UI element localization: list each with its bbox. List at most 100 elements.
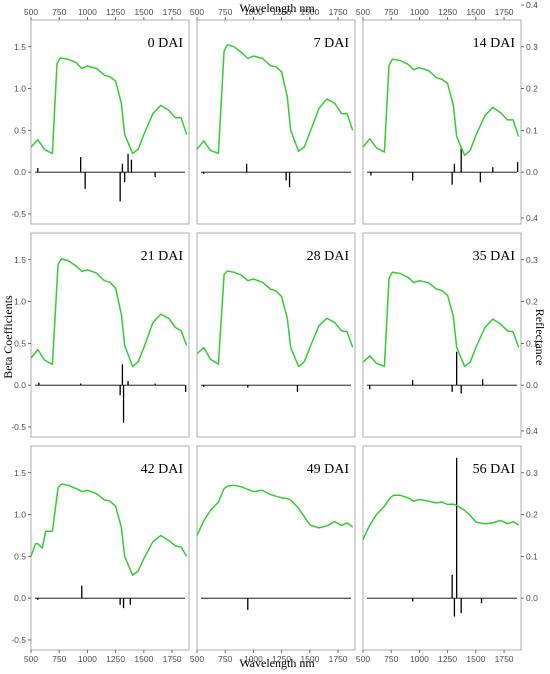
left-tick-label: -0.5 bbox=[11, 209, 26, 219]
right-tick-label: 0.1 bbox=[526, 551, 538, 561]
panel: 14 DAI 0.0 0.1 0.2 0.3 0.4 500 750 1000 1250 1500 1… bbox=[356, 0, 538, 225]
top-tick-label: 500 bbox=[356, 7, 370, 17]
reflectance-line bbox=[196, 43, 354, 155]
bottom-tick-label: 750 bbox=[218, 654, 232, 664]
right-tick-label: 0.0 bbox=[526, 167, 538, 177]
left-tick-label: 1.0 bbox=[14, 84, 26, 94]
right-tick-label: 0.0 bbox=[526, 593, 538, 603]
top-tick-label: 1250 bbox=[438, 7, 457, 17]
bottom-tick-label: 1750 bbox=[495, 654, 514, 664]
panel: 49 DAI 500 750 1000 1250 1500 1750 bbox=[190, 445, 356, 664]
left-tick-label: -0.5 bbox=[11, 422, 26, 432]
panel-frame bbox=[196, 232, 356, 438]
top-tick-label: 1250 bbox=[106, 7, 125, 17]
left-tick-label: 0.0 bbox=[14, 167, 26, 177]
left-tick-label: 0.0 bbox=[14, 593, 26, 603]
panel-frame bbox=[362, 232, 522, 438]
right-tick-label: 0.2 bbox=[526, 297, 538, 307]
bottom-tick-label: 500 bbox=[190, 654, 204, 664]
left-tick-label: -0.5 bbox=[11, 635, 26, 645]
left-tick-label: 0.0 bbox=[14, 380, 26, 390]
reflectance-line bbox=[30, 258, 188, 368]
left-tick-label: 1.0 bbox=[14, 297, 26, 307]
bottom-tick-label: 1750 bbox=[163, 654, 182, 664]
panel: 21 DAI -0.5 0.0 0.5 1.0 1.5 bbox=[11, 232, 190, 438]
top-tick-label: 1750 bbox=[495, 7, 514, 17]
reflectance-line bbox=[196, 484, 354, 536]
right-tick-label: 0.4 bbox=[526, 426, 538, 436]
top-tick-label: 750 bbox=[218, 7, 232, 17]
top-tick-label: 750 bbox=[52, 7, 66, 17]
right-tick-label: 0.0 bbox=[526, 380, 538, 390]
left-tick-label: 1.5 bbox=[14, 255, 26, 265]
panel-label: 14 DAI bbox=[473, 36, 516, 51]
top-tick-label: 1500 bbox=[300, 7, 319, 17]
panel-frame bbox=[30, 445, 190, 651]
bottom-tick-label: 1250 bbox=[106, 654, 125, 664]
top-x-axis-label: Wavelength nm bbox=[239, 1, 315, 15]
panel: 42 DAI -0.5 0.0 0.5 1.0 1.5 500 750 1000 1250 1500… bbox=[11, 445, 190, 664]
left-tick-label: 0.5 bbox=[14, 125, 26, 135]
panel-label: 0 DAI bbox=[148, 36, 184, 51]
reflectance-line bbox=[196, 270, 354, 368]
right-tick-label: 0.2 bbox=[526, 84, 538, 94]
left-tick-label: 0.5 bbox=[14, 338, 26, 348]
bottom-tick-label: 750 bbox=[52, 654, 66, 664]
top-tick-label: 500 bbox=[190, 7, 204, 17]
top-tick-label: 500 bbox=[24, 7, 38, 17]
panel: 0 DAI -0.5 0.0 0.5 1.0 1.5 500 750 1000 1250 1500 1… bbox=[11, 7, 190, 225]
right-tick-label: 0.2 bbox=[526, 510, 538, 520]
top-tick-label: 1000 bbox=[244, 7, 263, 17]
panel-frame bbox=[362, 19, 522, 225]
left-tick-label: 1.0 bbox=[14, 510, 26, 520]
bottom-tick-label: 500 bbox=[356, 654, 370, 664]
panel-label: 28 DAI bbox=[307, 249, 350, 264]
panel: 56 DAI 0.0 0.1 0.2 0.3 0.4 500 750 1000 1250 1500 1… bbox=[356, 426, 538, 664]
bottom-tick-label: 1250 bbox=[272, 654, 291, 664]
right-tick-label: 0.4 bbox=[526, 0, 538, 10]
left-tick-label: 1.5 bbox=[14, 468, 26, 478]
top-tick-label: 750 bbox=[384, 7, 398, 17]
bottom-tick-label: 1500 bbox=[466, 654, 485, 664]
left-tick-label: 0.5 bbox=[14, 551, 26, 561]
bottom-tick-label: 750 bbox=[384, 654, 398, 664]
bottom-tick-label: 1500 bbox=[300, 654, 319, 664]
top-tick-label: 1750 bbox=[163, 7, 182, 17]
bottom-tick-label: 1000 bbox=[78, 654, 97, 664]
top-tick-label: 1000 bbox=[410, 7, 429, 17]
reflectance-line bbox=[30, 57, 188, 155]
panel-label: 21 DAI bbox=[141, 249, 184, 264]
right-tick-label: 0.4 bbox=[526, 213, 538, 223]
right-tick-label: 0.3 bbox=[526, 468, 538, 478]
panel: 28 DAI bbox=[196, 232, 356, 438]
panel-label: 7 DAI bbox=[314, 36, 350, 51]
bottom-tick-label: 1250 bbox=[438, 654, 457, 664]
bottom-tick-label: 1750 bbox=[329, 654, 348, 664]
bottom-tick-label: 500 bbox=[24, 654, 38, 664]
top-tick-label: 1750 bbox=[329, 7, 348, 17]
left-tick-label: 1.5 bbox=[14, 42, 26, 52]
reflectance-line bbox=[362, 271, 520, 368]
right-tick-label: 0.1 bbox=[526, 125, 538, 135]
reflectance-line bbox=[30, 483, 188, 576]
panel: 35 DAI 0.0 0.1 0.2 0.3 0.4 bbox=[362, 213, 538, 438]
bottom-tick-label: 1500 bbox=[134, 654, 153, 664]
top-tick-label: 1500 bbox=[134, 7, 153, 17]
right-tick-label: 0.3 bbox=[526, 42, 538, 52]
right-y-axis-label: Reflectance bbox=[533, 309, 547, 366]
reflectance-line bbox=[362, 494, 520, 540]
panel-label: 49 DAI bbox=[307, 462, 350, 477]
top-tick-label: 1000 bbox=[78, 7, 97, 17]
right-tick-label: 0.3 bbox=[526, 255, 538, 265]
right-tick-label: 0.1 bbox=[526, 338, 538, 348]
left-y-axis-label: Beta Coefficients bbox=[1, 295, 15, 379]
panel-frame bbox=[196, 445, 356, 651]
bottom-tick-label: 1000 bbox=[244, 654, 263, 664]
top-tick-label: 1500 bbox=[466, 7, 485, 17]
panel-label: 35 DAI bbox=[473, 249, 516, 264]
panel-frame bbox=[30, 19, 190, 225]
panel: 7 DAI 500 750 1000 1250 1500 1750 bbox=[190, 7, 356, 225]
bottom-tick-label: 1000 bbox=[410, 654, 429, 664]
panel-frame bbox=[362, 445, 522, 651]
